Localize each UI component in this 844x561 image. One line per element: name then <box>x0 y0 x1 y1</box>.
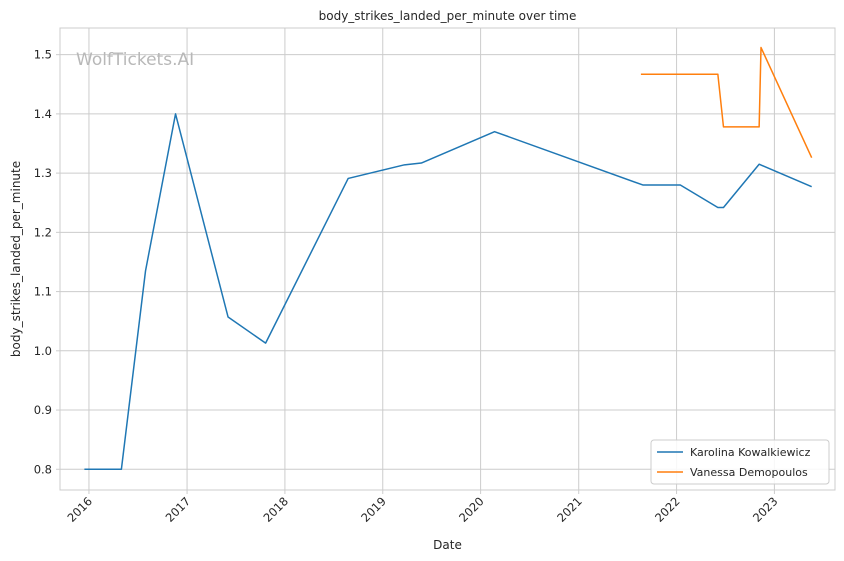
y-tick-label: 1.1 <box>34 285 52 299</box>
x-axis-label: Date <box>433 538 462 552</box>
legend-label-kowalkiewicz: Karolina Kowalkiewicz <box>690 446 811 459</box>
watermark: WolfTickets.AI <box>76 50 194 70</box>
y-axis-label: body_strikes_landed_per_minute <box>9 161 23 357</box>
plot-frame <box>59 27 836 491</box>
y-tick-label: 1.0 <box>34 344 52 358</box>
y-tick-label: 1.4 <box>34 107 52 121</box>
y-tick-label: 0.9 <box>34 403 52 417</box>
y-axis-ticks: 0.8 0.9 1.0 1.1 1.2 1.3 1.4 1.5 <box>34 48 60 476</box>
grid <box>60 28 835 490</box>
series-line-kowalkiewicz <box>84 113 812 471</box>
y-tick-label: 0.8 <box>34 462 52 476</box>
legend-box <box>650 439 830 485</box>
chart-title: body_strikes_landed_per_minute over time <box>319 9 577 23</box>
y-tick-label: 1.5 <box>34 48 52 62</box>
series-line-demopoulos <box>640 46 813 159</box>
series <box>84 46 813 471</box>
y-tick-label: 1.2 <box>34 225 52 239</box>
legend: Karolina Kowalkiewicz Vanessa Demopoulos <box>650 439 830 485</box>
legend-label-demopoulos: Vanessa Demopoulos <box>690 466 808 479</box>
y-tick-label: 1.3 <box>34 166 52 180</box>
